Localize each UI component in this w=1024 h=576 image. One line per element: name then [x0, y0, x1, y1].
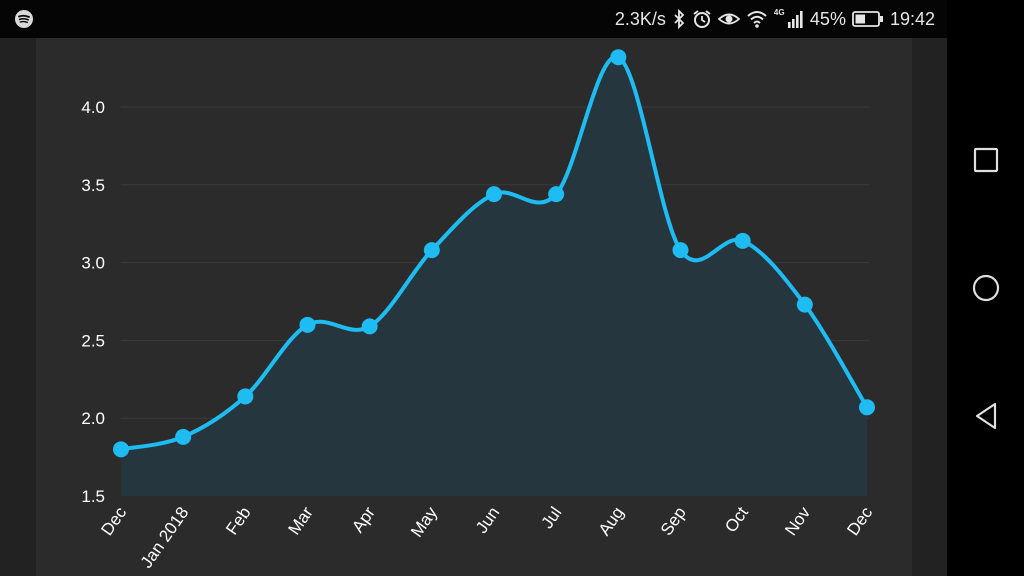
- y-tick-label: 4.0: [81, 98, 105, 117]
- x-tick-label: May: [407, 503, 441, 541]
- wifi-icon: [747, 11, 767, 28]
- x-tick-label: Oct: [721, 503, 752, 536]
- home-circle-icon: [972, 274, 999, 302]
- battery-icon: [852, 11, 883, 27]
- battery-percent: 45%: [809, 8, 846, 29]
- x-tick-label: Mar: [284, 503, 317, 538]
- signal-icon: [787, 11, 803, 28]
- clock: 19:42: [889, 8, 935, 29]
- data-point: [859, 399, 875, 416]
- y-tick-label: 3.0: [81, 254, 105, 273]
- x-tick-label: Dec: [843, 503, 876, 539]
- x-tick-label: Dec: [97, 503, 130, 539]
- data-point: [548, 186, 565, 203]
- recents-square-icon: [973, 147, 998, 173]
- back-triangle-icon: [975, 402, 996, 430]
- eye-icon: [717, 13, 740, 25]
- data-point: [610, 49, 627, 66]
- network-type: 4G: [773, 8, 785, 17]
- navigation-bar: [947, 0, 1024, 576]
- data-point: [486, 186, 502, 203]
- y-tick-label: 2.5: [81, 331, 105, 350]
- data-point: [423, 242, 440, 259]
- data-point: [672, 242, 689, 259]
- area-fill: [121, 56, 867, 496]
- back-button[interactable]: [947, 386, 1024, 446]
- data-point: [796, 296, 813, 313]
- recents-button[interactable]: [947, 130, 1024, 190]
- network-speed: 2.3K/s: [614, 8, 666, 29]
- x-tick-label: Sep: [657, 503, 690, 539]
- status-bar: 2.3K/s 4G 45%: [0, 0, 947, 38]
- y-tick-label: 1.5: [81, 487, 105, 506]
- x-tick-label: Aug: [595, 503, 628, 539]
- x-tick-label: Jun: [472, 503, 503, 536]
- home-button[interactable]: [947, 258, 1024, 318]
- x-tick-label: Jan 2018: [137, 503, 193, 571]
- bluetooth-icon: [674, 9, 685, 29]
- x-tick-label: Feb: [222, 503, 254, 538]
- data-point: [299, 316, 316, 333]
- spotify-icon: [15, 10, 33, 28]
- data-point: [237, 388, 254, 405]
- data-point: [113, 441, 129, 458]
- x-tick-label: Apr: [348, 503, 379, 536]
- alarm-icon: [693, 10, 711, 28]
- data-point: [175, 428, 192, 445]
- y-tick-label: 2.0: [81, 409, 105, 428]
- y-tick-label: 3.5: [81, 176, 105, 195]
- x-tick-label: Nov: [781, 503, 814, 539]
- data-point: [734, 232, 751, 249]
- x-tick-label: Jul: [537, 503, 565, 532]
- data-point: [361, 318, 378, 335]
